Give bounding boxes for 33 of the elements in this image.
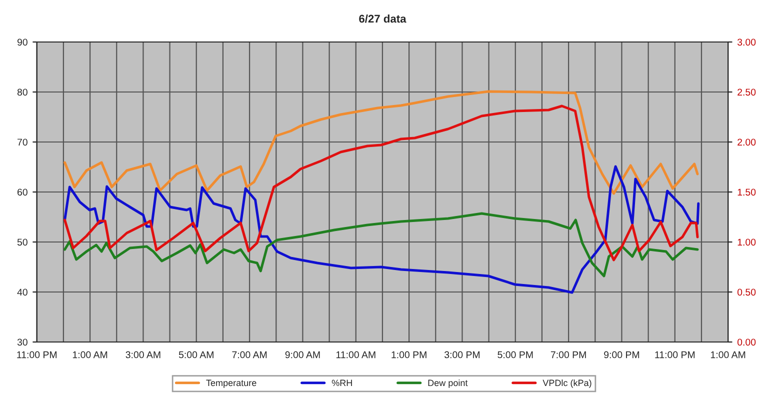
y-tick-label: 60 [18,188,28,196]
x-tick-label: 11:00 PM [17,351,57,358]
x-tick-label: 7:00 AM [232,351,267,358]
x-tick-label: 7:00 PM [550,351,586,358]
y2-tick-label: 2.50 [738,88,756,96]
y2-tick-label: 0.00 [737,338,756,346]
y2-tick-label: 1.50 [738,188,756,196]
y2-tick-label: 2.00 [738,138,756,146]
legend-label: Dew point [428,379,468,388]
x-tick-label: 9:00 PM [604,351,640,358]
legend-label: VPDlc (kPa) [542,379,592,388]
y-tick-label: 70 [18,138,28,146]
x-tick-label: 1:00 PM [392,351,426,358]
x-tick-label: 11:00 PM [655,351,695,358]
x-tick-label: 11:00 AM [336,351,376,358]
y-tick-label: 50 [17,238,28,246]
x-tick-label: 5:00 PM [498,351,533,358]
x-tick-label: 1:00 AM [72,351,108,358]
x-tick-label: 3:00 AM [126,351,160,358]
x-tick-label: 5:00 AM [178,351,214,358]
legend-label: %RH [332,380,352,386]
y-tick-label: 80 [17,88,28,96]
y-tick-label: 30 [17,338,28,346]
y-tick-label: 90 [17,38,28,46]
y2-tick-label: 3.00 [737,38,756,46]
y2-tick-label: 0.50 [737,288,756,296]
y-tick-label: 40 [17,288,28,296]
chart-title: 6/27 data [359,14,406,23]
x-tick-label: 9:00 AM [285,351,320,358]
x-tick-label: 1:00 AM [710,351,746,358]
y2-tick-label: 1.00 [738,238,756,246]
legend-label: Temperature [206,380,256,388]
x-tick-label: 3:00 PM [444,351,480,358]
